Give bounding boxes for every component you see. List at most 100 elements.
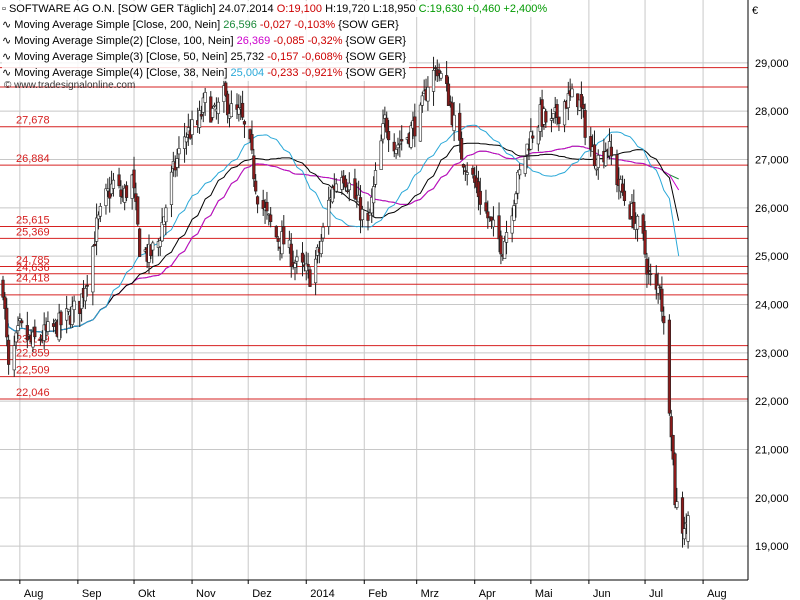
candle-body-up [370, 197, 374, 214]
candle-body-down [132, 169, 136, 189]
legend-ma100-suffix: {SOW GER} [345, 35, 407, 47]
candle-body-down [282, 226, 286, 245]
legend-ma100[interactable]: ∿ Moving Average Simple(2) [Close, 100, … [2, 33, 410, 49]
candle [358, 185, 363, 234]
candle [645, 252, 649, 288]
candle [491, 206, 496, 237]
candle-body-up [182, 136, 187, 149]
candle-body-up [420, 95, 424, 106]
candle-body-down [306, 264, 310, 267]
candle-body-down [235, 104, 239, 110]
candle-body-up [418, 104, 423, 142]
candle-body-up [80, 293, 84, 309]
candle [686, 511, 690, 549]
watermark: © www.tradesignalonline.com [4, 80, 136, 91]
candle [70, 296, 74, 328]
candle-body-up [57, 312, 61, 341]
y-tick-label: 24,000 [755, 300, 789, 312]
candle [319, 233, 323, 258]
candle [504, 220, 509, 255]
candle [431, 56, 436, 106]
candle [592, 130, 597, 169]
candle-body-down [609, 146, 613, 157]
x-tick-label: Okt [138, 588, 155, 600]
candle-body-up [373, 170, 378, 185]
candle-body-up [523, 156, 527, 174]
candle-body-up [452, 114, 456, 131]
candle [662, 306, 666, 335]
candle [445, 60, 449, 92]
candle [471, 165, 475, 179]
y-tick-label: 19,000 [755, 541, 789, 553]
candle [334, 178, 338, 193]
legend-ma38[interactable]: ∿ Moving Average Simple(4) [Close, 38, N… [2, 65, 410, 81]
candle-body-down [460, 137, 464, 160]
candle [465, 162, 469, 186]
candle [570, 83, 574, 98]
candle [261, 189, 265, 217]
candle [484, 189, 488, 214]
level-label: 22,509 [16, 365, 50, 377]
candle-body-down [387, 131, 391, 141]
wave-icon: ∿ [2, 51, 12, 63]
x-tick-label: Aug [707, 588, 727, 600]
candle-body-down [476, 181, 481, 198]
candle [274, 225, 278, 239]
candle-body-down [252, 155, 256, 180]
instrument-title: SOFTWARE AG O.N. [SOW GER Täglich] 24.07… [8, 3, 274, 15]
candle [433, 65, 437, 81]
candle [226, 90, 230, 124]
candle [452, 101, 456, 142]
candle [169, 165, 174, 218]
candle [385, 111, 389, 139]
candle-body-down [632, 201, 636, 229]
candle [252, 148, 256, 187]
candle-body-down [1, 279, 5, 298]
candle [656, 272, 660, 304]
level-label: 25,615 [16, 214, 50, 226]
candle-body-up [396, 144, 400, 149]
open-value: O:19,100 [276, 3, 322, 15]
y-tick-label: 25,000 [755, 251, 789, 263]
candle-body-up [604, 151, 608, 166]
candle-body-down [242, 121, 247, 125]
candle [94, 203, 99, 256]
candle [314, 250, 318, 296]
candle-body-up [675, 501, 679, 508]
candle [409, 121, 413, 150]
legend-ma200[interactable]: ∿ Moving Average Simple [Close, 200, Nei… [2, 17, 402, 33]
candle [91, 244, 95, 306]
y-tick-label: 27,000 [755, 155, 789, 167]
candle-body-up [106, 188, 110, 192]
candle [366, 201, 370, 231]
candle [516, 169, 520, 200]
candle [523, 156, 527, 177]
candle-body-down [484, 202, 488, 212]
candle-body-down [671, 435, 675, 460]
legend-header: ▫ SOFTWARE AG O.N. [SOW GER Täglich] 24.… [2, 1, 551, 17]
candle-body-down [437, 69, 441, 74]
candle [308, 266, 312, 287]
legend-ma50[interactable]: ∿ Moving Average Simple(3) [Close, 50, N… [2, 49, 410, 65]
legend-ma38-pct: -0,921% [301, 67, 343, 79]
candle [136, 196, 140, 227]
candle [673, 452, 677, 509]
candle [212, 102, 217, 108]
candle-body-up [504, 232, 509, 243]
legend-ma50-label: Moving Average Simple(3) [Close, 50, Nei… [14, 51, 228, 63]
candle-body-down [461, 164, 466, 168]
candle [85, 274, 89, 297]
level-label: 24,785 [16, 255, 50, 267]
candle-body-up [197, 110, 202, 128]
candle-body-up [503, 241, 507, 259]
candle-body-down [615, 154, 619, 186]
candle-body-down [265, 201, 269, 212]
candle-body-down [149, 244, 153, 257]
candle-body-up [14, 332, 18, 343]
candle-body-down [658, 286, 662, 289]
candle [562, 99, 567, 133]
y-tick-label: 23,000 [755, 348, 789, 360]
candle-body-up [91, 246, 95, 293]
